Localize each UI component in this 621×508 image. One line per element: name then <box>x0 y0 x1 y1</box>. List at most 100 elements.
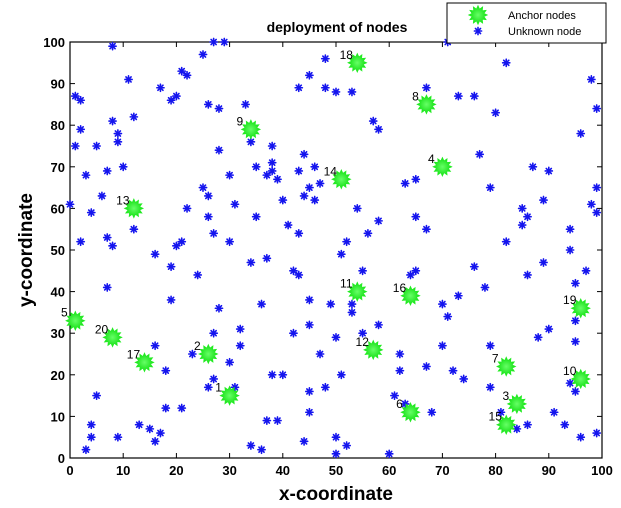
unknown-node-point <box>262 253 272 263</box>
unknown-node-point <box>304 407 314 417</box>
unknown-node-point <box>512 424 522 434</box>
anchor-node-point <box>432 156 453 178</box>
unknown-node-point <box>592 208 602 217</box>
unknown-node-point <box>565 245 575 255</box>
unknown-node-point <box>533 332 543 342</box>
unknown-node-point <box>235 324 245 334</box>
anchor-node-point <box>347 52 368 74</box>
unknown-node-point <box>294 228 304 238</box>
legend-unknown-marker <box>473 26 483 36</box>
unknown-node-point <box>576 432 586 442</box>
unknown-node-point <box>374 124 383 134</box>
unknown-node-point <box>448 366 458 376</box>
unknown-node-point <box>273 416 282 425</box>
unknown-node-point <box>166 262 176 272</box>
legend: Anchor nodes Unknown node <box>446 2 607 44</box>
unknown-node-point <box>161 403 171 413</box>
unknown-node-point <box>331 449 341 459</box>
unknown-node-point <box>304 183 314 192</box>
unknown-node-point <box>76 124 86 134</box>
unknown-node-point <box>118 162 128 172</box>
y-tick-label: 20 <box>51 368 65 383</box>
unknown-node-point <box>86 420 96 430</box>
unknown-node-point <box>342 237 352 247</box>
unknown-node-point <box>570 316 580 326</box>
unknown-node-point <box>336 249 346 259</box>
unknown-node-point <box>70 141 80 151</box>
unknown-node-point <box>342 441 352 450</box>
unknown-node-point <box>570 337 580 346</box>
unknown-node-point <box>485 382 495 392</box>
unknown-node-point <box>299 149 309 159</box>
unknown-node-point <box>422 362 431 371</box>
x-tick-label: 50 <box>329 463 343 478</box>
anchor-node-label: 11 <box>340 277 353 291</box>
unknown-node-point <box>182 70 192 80</box>
unknown-node-point <box>76 95 86 105</box>
unknown-node-point <box>278 195 288 205</box>
unknown-node-point <box>320 382 330 392</box>
unknown-node-point <box>230 199 240 209</box>
unknown-node-point <box>539 258 548 267</box>
unknown-node-point <box>241 100 250 109</box>
y-tick-label: 30 <box>51 326 65 341</box>
x-tick-label: 90 <box>542 463 556 478</box>
unknown-node-point <box>203 382 213 392</box>
unknown-node-point <box>262 416 272 425</box>
y-tick-label: 50 <box>51 243 65 258</box>
unknown-node-point <box>166 295 176 305</box>
unknown-node-point <box>523 212 532 222</box>
y-tick-label: 10 <box>51 409 65 424</box>
unknown-node-point <box>570 387 580 396</box>
unknown-node-point <box>422 83 431 93</box>
anchor-node-label: 17 <box>127 347 141 361</box>
unknown-node-point <box>81 445 91 455</box>
unknown-node-point <box>586 199 596 209</box>
anchor-node-point <box>496 356 517 377</box>
unknown-node-point <box>278 370 288 380</box>
unknown-node-point <box>76 237 86 247</box>
y-tick-label: 40 <box>51 285 65 300</box>
y-tick-label: 0 <box>58 451 65 466</box>
unknown-node-point <box>304 70 314 80</box>
unknown-node-point <box>485 341 495 351</box>
unknown-node-point <box>209 228 219 238</box>
unknown-node-point <box>156 428 165 438</box>
y-tick-label: 90 <box>51 77 65 92</box>
unknown-node-point <box>172 241 181 251</box>
unknown-node-point <box>347 299 357 309</box>
unknown-node-point <box>70 91 80 101</box>
legend-anchor-burst <box>467 4 489 26</box>
unknown-node-point <box>129 224 139 234</box>
y-tick-label: 80 <box>51 118 65 133</box>
axis-ticks: 0 10 20 30 40 50 60 70 80 90 100 0 10 20 30 40 50 60 70 80 9… <box>43 35 613 478</box>
unknown-node-point <box>81 170 91 180</box>
unknown-node-point <box>193 270 203 280</box>
legend-unknown-asterisk <box>473 26 483 36</box>
unknown-node-point <box>289 328 298 338</box>
unknown-node-point <box>299 436 309 446</box>
unknown-node-point <box>517 204 527 213</box>
unknown-node-point <box>437 299 447 309</box>
unknown-node-point <box>326 299 336 309</box>
unknown-node-point <box>565 378 575 388</box>
unknown-node-point <box>65 199 75 209</box>
unknown-node-point <box>437 341 447 351</box>
unknown-node-point <box>177 237 187 247</box>
unknown-node-point <box>156 83 165 93</box>
anchor-node-point <box>331 169 352 190</box>
unknown-node-point <box>395 366 405 376</box>
unknown-node-point <box>358 266 368 276</box>
unknown-node-point <box>225 237 234 247</box>
anchor-node-label: 7 <box>492 351 499 365</box>
anchor-node-point <box>400 285 421 306</box>
anchor-nodes <box>65 52 591 435</box>
unknown-node-point <box>86 208 96 217</box>
unknown-node-point <box>320 83 330 93</box>
unknown-node-point <box>273 174 282 184</box>
anchor-node-point <box>123 198 145 219</box>
unknown-node-point <box>374 216 383 226</box>
unknown-node-point <box>177 66 187 76</box>
unknown-node-point <box>198 50 208 59</box>
